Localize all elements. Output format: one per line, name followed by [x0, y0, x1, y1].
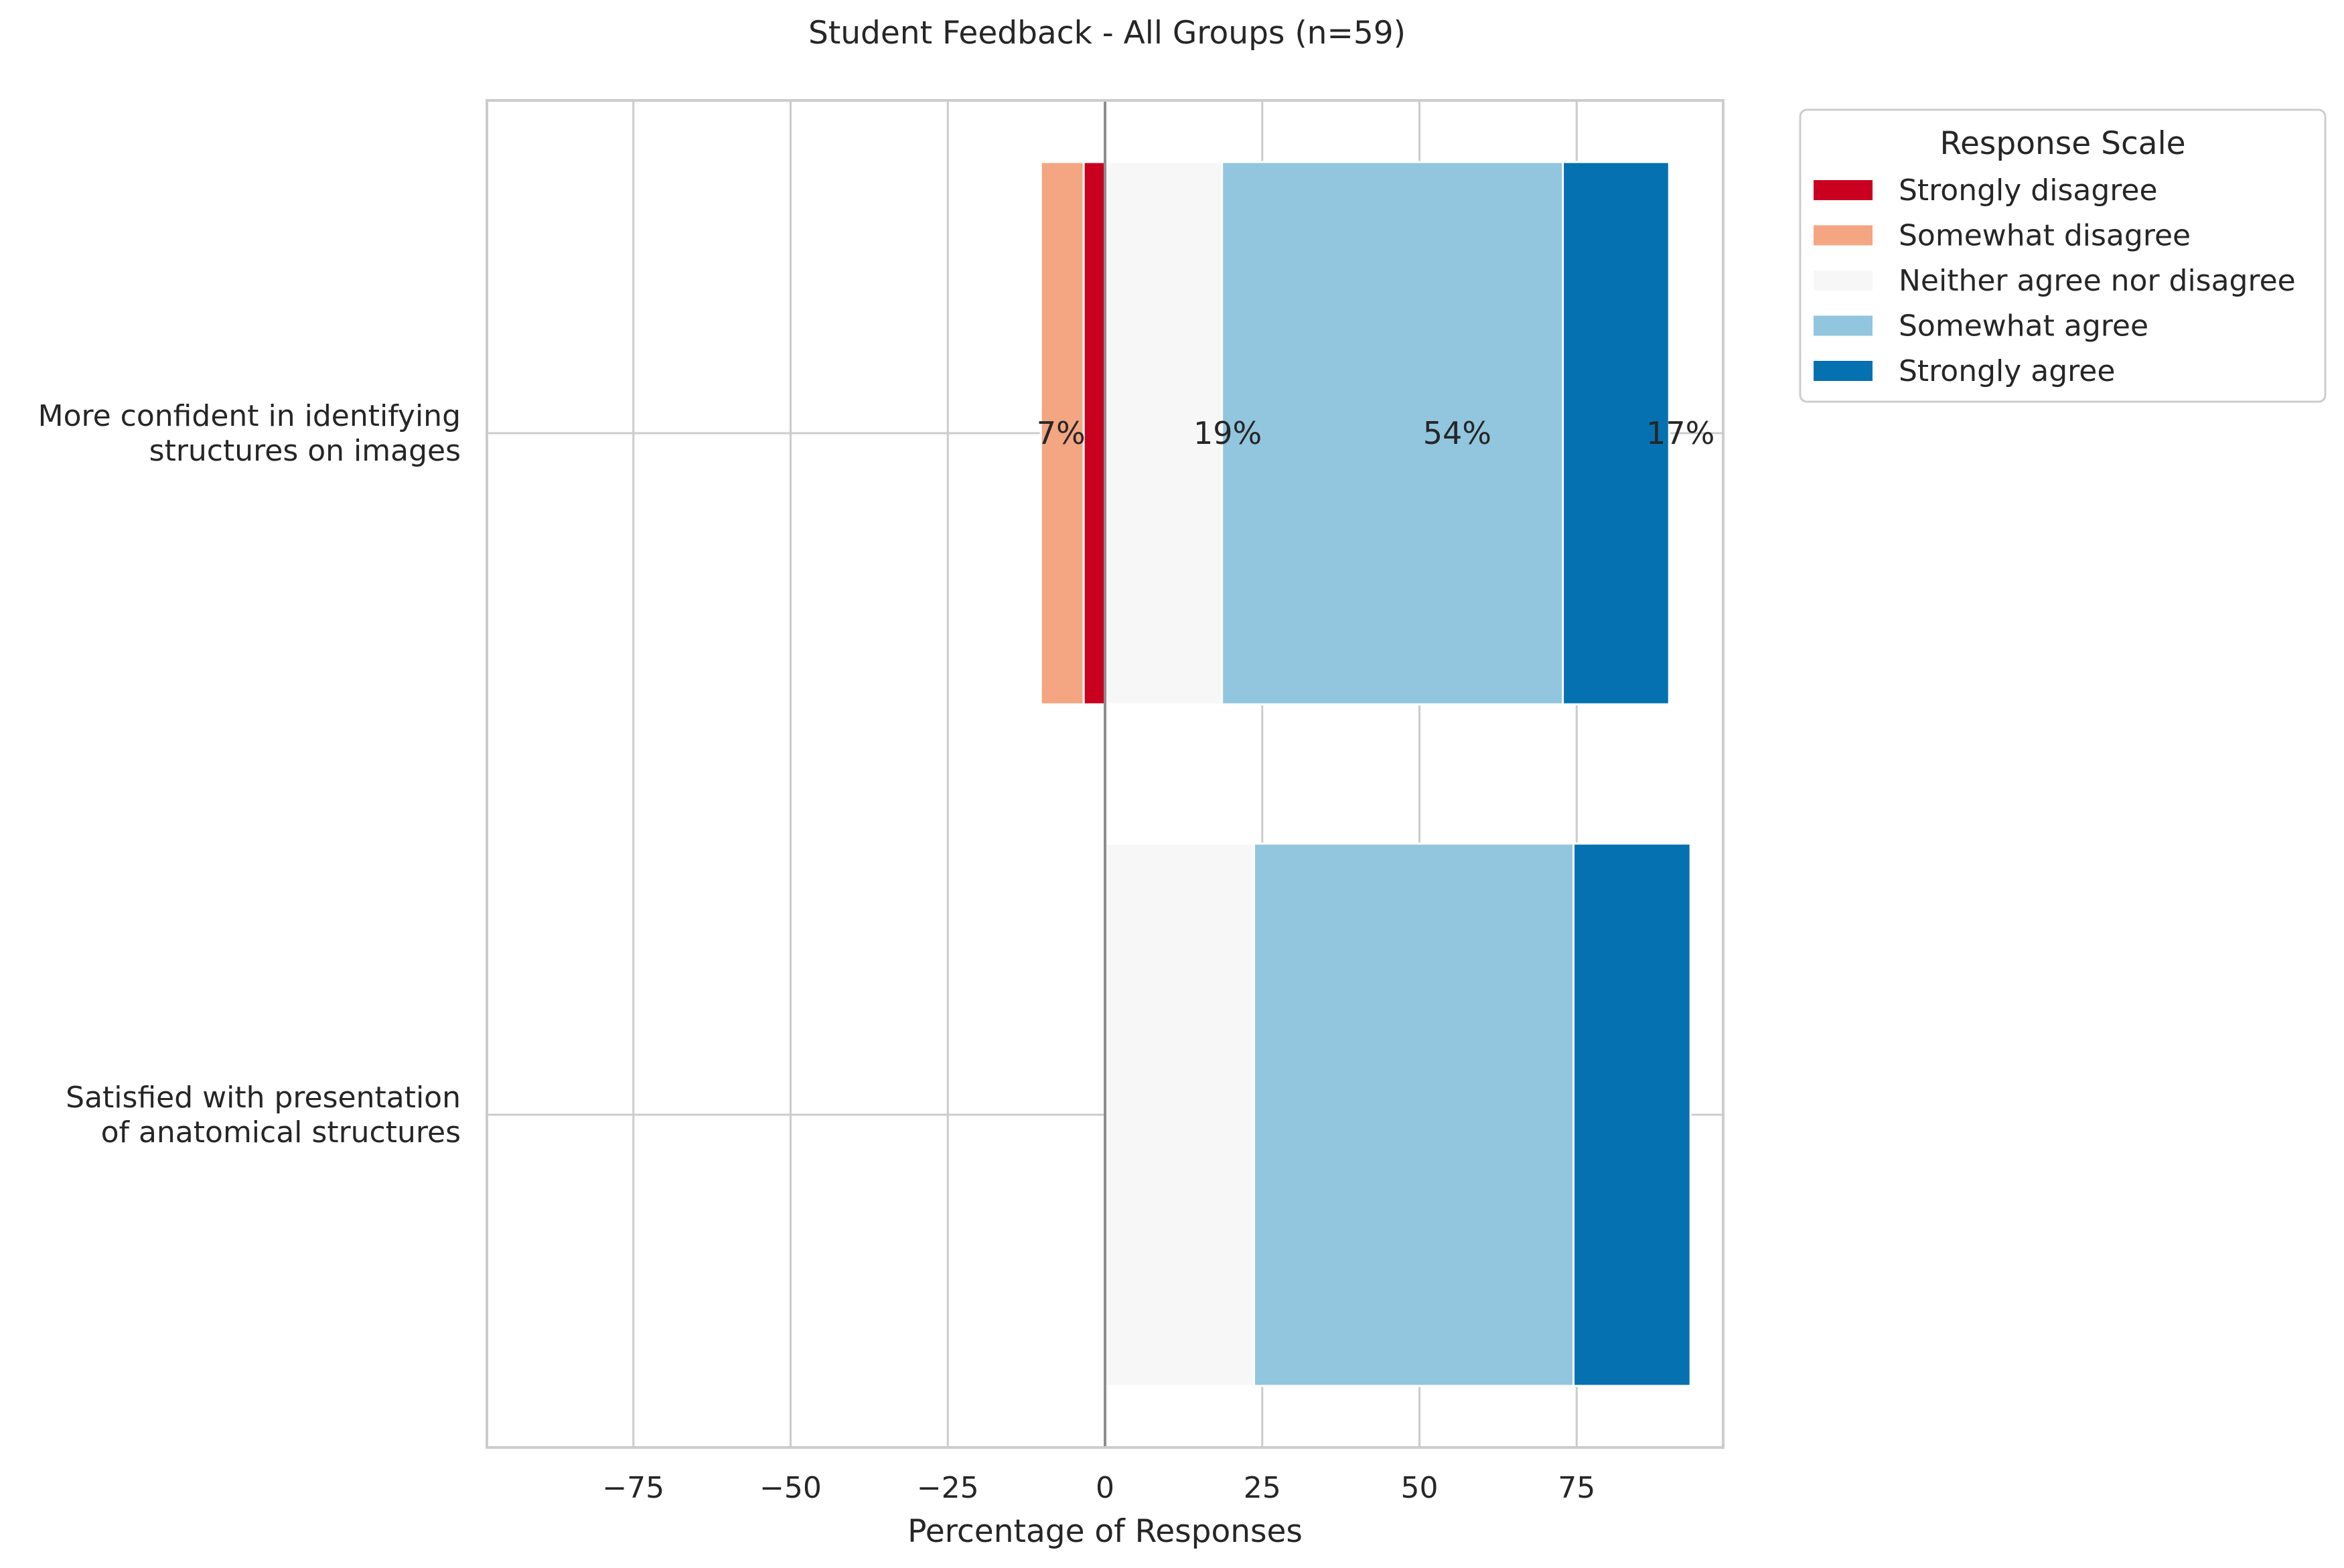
legend-swatch-1 [1814, 225, 1873, 246]
legend-label-3: Somewhat agree [1899, 309, 2148, 343]
legend: Response Scale Strongly disagree Somewhat … [1799, 108, 2327, 403]
legend-box [1799, 108, 2327, 403]
legend-label-1: Somewhat disagree [1899, 219, 2191, 253]
bar-1-somewhat-agree [1253, 842, 1575, 1387]
x-tick-label-2: −25 [917, 1471, 979, 1505]
legend-label-2: Neither agree nor disagree [1899, 264, 2296, 298]
legend-swatch-0 [1814, 180, 1873, 200]
data-label-1: 19% [1193, 415, 1262, 451]
legend-swatch-3 [1814, 315, 1873, 336]
chart-title: Student Feedback - All Groups (n=59) [808, 15, 1406, 52]
category-label-0-line-1: structures on images [149, 434, 461, 468]
legend-swatch-4 [1814, 361, 1873, 381]
data-label-3: 17% [1646, 415, 1714, 451]
bar-1-strongly-agree [1572, 842, 1692, 1387]
plot-frame [486, 99, 1725, 1449]
data-label-2: 54% [1423, 415, 1491, 451]
x-axis-label: Percentage of Responses [907, 1513, 1303, 1550]
legend-label-0: Strongly disagree [1899, 173, 2158, 208]
category-label-1-line-0: Satisfied with presentation [66, 1081, 461, 1115]
x-tick-label-0: −75 [602, 1471, 664, 1505]
bar-0-somewhat-agree [1221, 161, 1564, 706]
x-tick-label-6: 75 [1558, 1471, 1595, 1505]
x-tick-label-4: 25 [1244, 1471, 1281, 1505]
plot-area: More confident in identifyingstructures … [38, 99, 1725, 1505]
legend-label-4: Strongly agree [1899, 354, 2115, 388]
bar-0-strongly-disagree [1082, 161, 1106, 706]
bar-0-somewhat-disagree [1039, 161, 1085, 706]
data-label-0: 7% [1037, 415, 1086, 451]
bar-0-neither-agree-nor-disagree [1104, 161, 1224, 706]
category-label-0-line-0: More confident in identifying [38, 399, 461, 433]
x-tick-label-3: 0 [1096, 1471, 1114, 1505]
bar-1-neither-agree-nor-disagree [1104, 842, 1256, 1387]
legend-title: Response Scale [1939, 125, 2185, 162]
category-label-1-line-1: of anatomical structures [101, 1115, 461, 1150]
legend-swatch-2 [1814, 270, 1873, 291]
x-tick-label-1: −50 [759, 1471, 822, 1505]
x-tick-label-5: 50 [1401, 1471, 1439, 1505]
bar-0-strongly-agree [1562, 161, 1670, 706]
